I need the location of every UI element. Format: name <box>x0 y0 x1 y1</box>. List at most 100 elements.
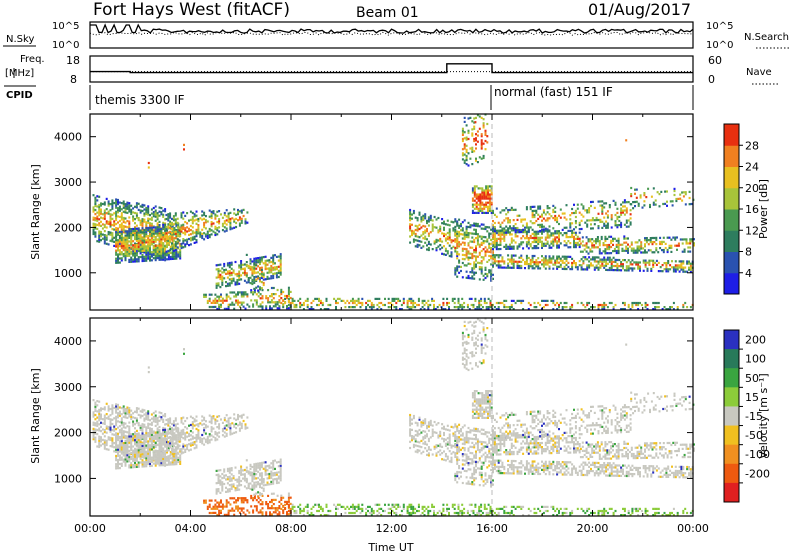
power-cell <box>479 195 482 198</box>
velocity-cell <box>132 453 135 456</box>
power-cell <box>420 234 423 237</box>
power-cell <box>219 263 222 266</box>
velocity-cell <box>164 434 167 438</box>
power-cell <box>272 258 275 261</box>
velocity-cell <box>98 410 101 414</box>
power-cell <box>134 233 136 237</box>
power-cell <box>649 239 652 242</box>
power-cell <box>274 272 276 275</box>
power-cell <box>245 261 248 264</box>
power-cell <box>357 297 360 300</box>
velocity-cell <box>137 447 140 450</box>
power-cell <box>316 297 319 300</box>
power-cell <box>477 187 480 190</box>
power-cell <box>469 256 472 259</box>
power-cell <box>659 270 662 273</box>
velocity-cell <box>139 436 142 439</box>
power-cell <box>571 222 574 225</box>
power-cell <box>270 277 273 280</box>
power-cell <box>268 271 271 274</box>
power-cell <box>612 306 615 309</box>
power-cell <box>98 214 101 217</box>
power-cell <box>433 226 436 229</box>
power-cell <box>139 209 142 212</box>
power-cell <box>357 299 360 302</box>
velocity-cell <box>150 423 153 426</box>
power-cell <box>467 236 470 239</box>
power-cell <box>563 226 566 229</box>
power-cell <box>520 266 523 270</box>
power-cell <box>479 201 482 204</box>
power-cell <box>350 306 352 309</box>
power-cell <box>527 263 530 266</box>
power-cell <box>497 237 500 240</box>
power-cell <box>550 259 553 262</box>
power-cell <box>640 251 643 254</box>
power-cell <box>226 270 229 273</box>
power-cell <box>184 220 187 224</box>
velocity-cell <box>120 431 123 434</box>
power-cell <box>117 243 119 246</box>
power-cell <box>461 152 464 155</box>
velocity-cell <box>130 441 133 444</box>
velocity-cell <box>137 436 140 439</box>
power-cell <box>552 210 555 214</box>
power-cell <box>210 305 213 309</box>
power-cell <box>478 251 481 254</box>
power-cell <box>244 218 247 221</box>
power-cell <box>601 220 604 223</box>
power-cell <box>471 240 474 243</box>
velocity-cell <box>117 465 119 468</box>
power-cell <box>610 266 613 270</box>
power-cell <box>282 306 285 309</box>
velocity-cell <box>130 462 133 465</box>
velocity-cell <box>124 450 127 453</box>
velocity-cell <box>149 448 151 451</box>
power-cell <box>178 229 181 232</box>
power-cell <box>260 256 263 259</box>
power-cell <box>687 250 690 253</box>
power-cell <box>604 239 607 243</box>
velocity-cell <box>134 441 136 444</box>
power-cell <box>126 201 129 204</box>
power-cell <box>477 199 480 202</box>
power-cell <box>115 214 118 217</box>
power-cell <box>238 278 241 281</box>
power-cell <box>556 267 559 270</box>
power-cell <box>242 208 245 211</box>
velocity-cell <box>158 460 161 463</box>
power-cell <box>156 218 159 221</box>
power-cell <box>171 229 174 232</box>
power-cell <box>229 224 232 227</box>
velocity-cell <box>162 433 165 436</box>
power-cell <box>469 277 472 280</box>
power-cell <box>154 230 157 233</box>
velocity-cell <box>145 411 148 414</box>
power-cell <box>235 295 238 298</box>
velocity-cell <box>158 451 161 454</box>
power-cell <box>665 268 668 271</box>
power-cell <box>537 213 540 216</box>
power-cell <box>342 299 345 302</box>
velocity-cell <box>135 436 138 440</box>
power-cell <box>469 232 472 235</box>
power-cell <box>238 222 241 225</box>
power-cell <box>552 267 555 270</box>
power-cell <box>637 202 640 205</box>
power-cell <box>662 202 665 206</box>
velocity-cell <box>113 450 116 453</box>
power-cell <box>573 259 575 263</box>
power-cell <box>422 218 425 221</box>
velocity-cell <box>150 458 153 461</box>
power-cell <box>554 303 557 307</box>
power-cell <box>257 285 260 288</box>
power-cell <box>160 248 163 251</box>
power-colorbar-segment <box>724 272 739 295</box>
power-cell <box>113 240 116 243</box>
power-cell <box>124 240 127 243</box>
power-cell <box>147 243 150 246</box>
power-cell <box>167 213 170 216</box>
power-cell <box>574 231 577 234</box>
power-cell <box>217 276 220 279</box>
power-cell <box>117 215 119 218</box>
